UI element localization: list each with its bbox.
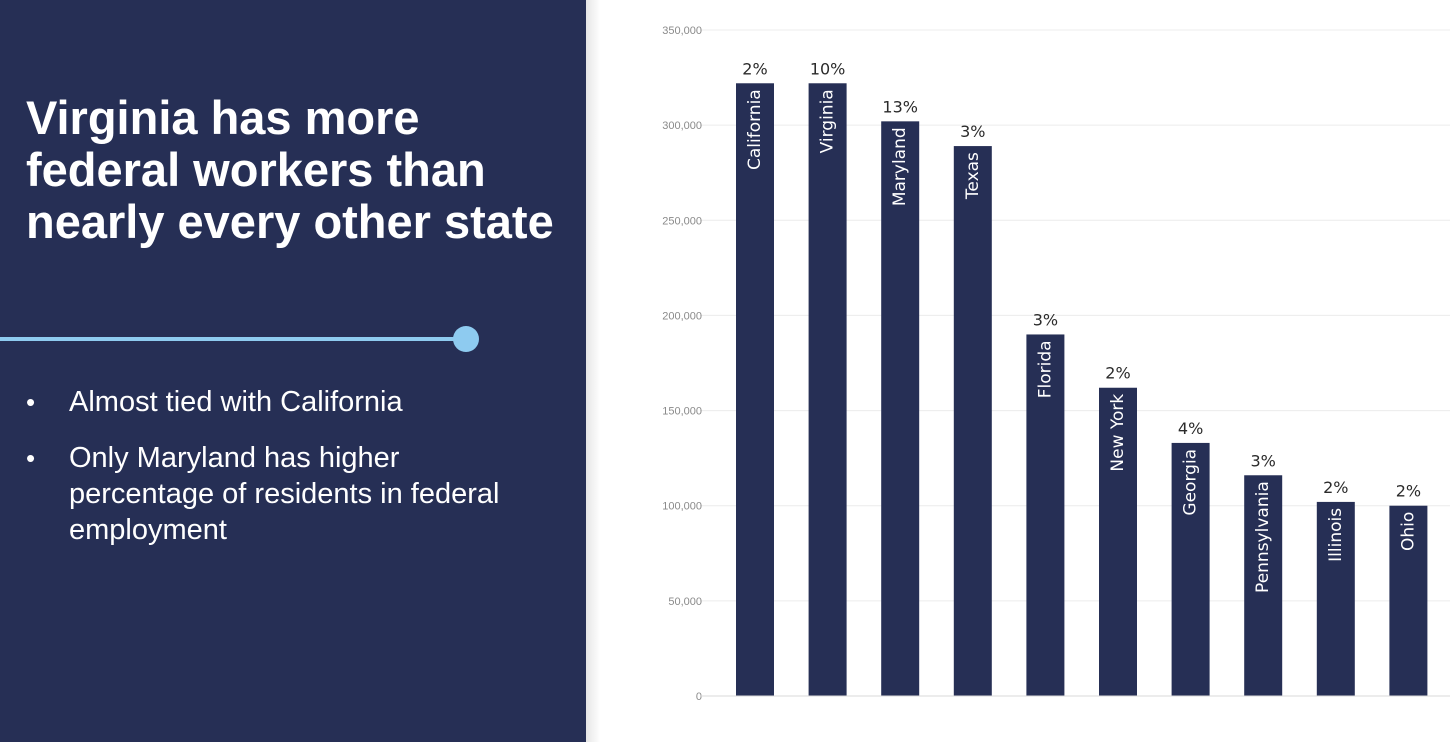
bar-data-label: 13% [882,97,918,116]
slide-title: Virginia has more federal workers than n… [26,91,554,248]
bar-category-label: Ohio [1398,512,1418,551]
bar-category-label: Florida [1035,340,1055,398]
bar-data-label: 3% [960,122,985,141]
bar-data-label: 4% [1178,419,1203,438]
bar-category-label: Virginia [818,89,838,153]
bullet-icon: • [26,443,36,473]
left-panel: Virginia has more federal workers than n… [0,0,586,742]
bullet-list: • Almost tied with California • Only Mar… [26,384,546,568]
bar [1099,387,1137,696]
panel-shadow [586,0,600,742]
bar-category-label: Maryland [890,127,910,206]
bar-data-label: 3% [1033,310,1058,329]
bar-data-label: 3% [1251,451,1276,470]
bar [1171,442,1210,696]
bar [1026,334,1065,696]
bullet-text: Only Maryland has higher percentage of r… [69,442,500,546]
y-tick-label: 100,000 [662,501,702,513]
y-tick-label: 150,000 [662,406,702,418]
bar [1316,501,1355,696]
bullet-text: Almost tied with California [69,386,403,418]
bar [1389,505,1428,696]
divider-line [0,337,466,341]
bar-category-label: Illinois [1326,508,1346,562]
bar [1244,475,1283,696]
bar [881,121,920,696]
bar-data-label: 2% [742,59,767,78]
y-tick-label: 250,000 [662,215,702,227]
bar-data-label: 10% [810,59,846,78]
bar [736,83,774,696]
bar-category-label: Pennsylvania [1253,481,1273,593]
bar [953,146,992,696]
bar-data-label: 2% [1396,482,1421,501]
y-tick-label: 350,000 [662,25,702,37]
bar-category-label: Texas [963,152,983,200]
y-tick-label: 300,000 [662,120,702,132]
bullet-item: • Almost tied with California [26,384,546,420]
bar-category-label: Georgia [1181,449,1201,516]
y-tick-label: 50,000 [668,596,702,608]
bar-category-label: California [745,89,765,170]
bullet-icon: • [26,387,36,417]
bar-data-label: 2% [1105,364,1130,383]
bar [808,83,847,696]
bullet-item: • Only Maryland has higher percentage of… [26,440,546,548]
y-axis: 0 50,000 100,000 150,000 200,000 250,000 300,0… [662,25,702,703]
bar-data-label: 2% [1323,478,1348,497]
divider-dot [453,326,479,352]
bar-chart: 0 50,000 100,000 150,000 200,000 250,000 300,0… [662,25,1450,703]
bar-category-label: New York [1108,394,1128,472]
y-tick-label: 0 [696,691,702,703]
bars: California 2% Virginia 10% Maryland 13% Texas 3… [736,59,1428,696]
y-tick-label: 200,000 [662,310,702,322]
